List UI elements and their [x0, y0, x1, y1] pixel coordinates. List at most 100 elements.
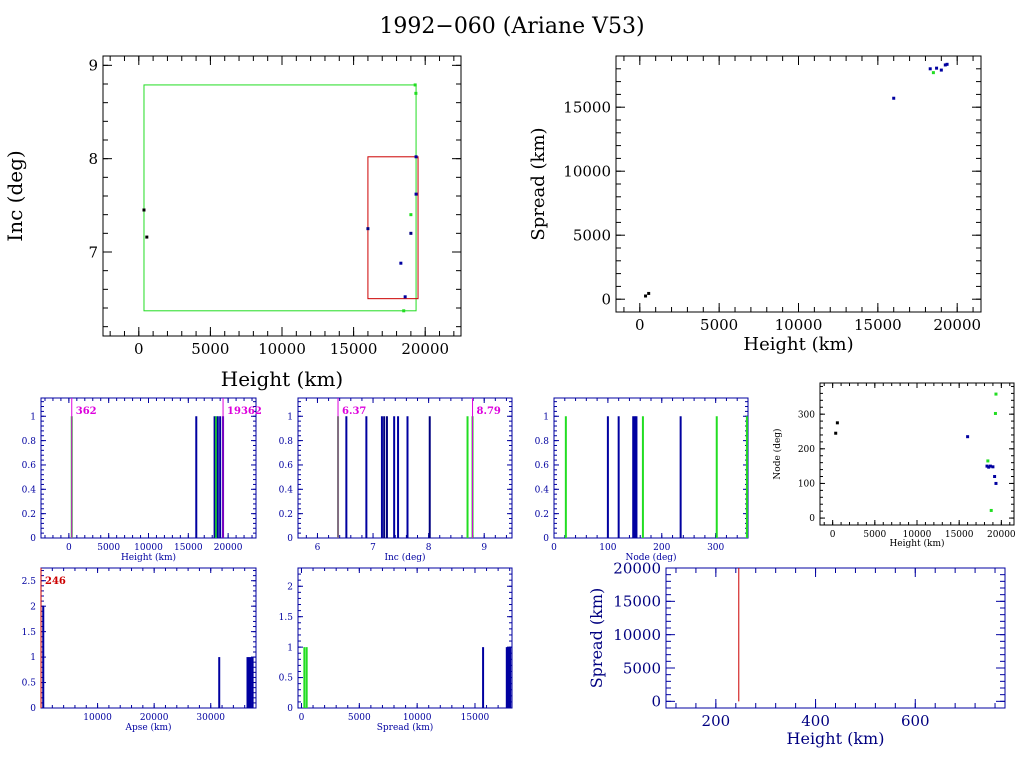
marker-label: 246 — [45, 576, 66, 587]
y-tick-label: 0 — [601, 290, 611, 308]
y-tick-label: 100 — [798, 480, 815, 490]
data-point — [644, 294, 648, 298]
data-point — [966, 435, 970, 439]
x-tick-label: 10000 — [83, 713, 112, 723]
chart-node-hist: 0 100 200 300 0 0.2 0.4 0.6 0.8 1 Node (deg) — [535, 397, 749, 563]
x-axis-label: Inc (deg) — [384, 552, 425, 563]
x-tick-label: 0 — [299, 713, 305, 723]
data-point — [647, 291, 651, 295]
data-point — [945, 62, 949, 66]
chart-spread-hist: 0 5000 10000 15000 0 0.5 1 1.5 2 Spread (km) — [279, 567, 513, 733]
chart-node-vs-height: 0 5000 10000 15000 20000 0 100 200 300 Height (km… — [772, 382, 1016, 549]
marker-label: 362 — [76, 406, 97, 417]
x-tick-label: 15000 — [330, 340, 378, 358]
x-tick-label: 100 — [599, 543, 616, 553]
x-tick-label: 0 — [551, 543, 557, 553]
x-tick-label: 20000 — [140, 713, 169, 723]
y-tick-label: 0.2 — [279, 510, 293, 520]
y-tick-label: 0.4 — [535, 485, 550, 495]
data-point — [993, 411, 997, 415]
x-tick-label: 300 — [707, 543, 724, 553]
data-point — [409, 213, 413, 217]
y-tick-label: 10000 — [563, 162, 611, 180]
x-tick-label: 10000 — [903, 530, 932, 540]
y-tick-label: 1 — [30, 412, 36, 422]
x-axis-label: Height (km) — [121, 552, 176, 563]
x-axis-label: Height (km) — [743, 334, 853, 355]
data-point — [939, 68, 943, 72]
x-tick-label: 20000 — [933, 316, 981, 334]
data-point — [892, 96, 896, 100]
x-tick-label: 5000 — [863, 530, 886, 540]
y-tick-label: 8 — [88, 150, 98, 168]
x-tick-label: 5000 — [191, 340, 229, 358]
data-point — [986, 459, 990, 463]
y-tick-label: 2.5 — [22, 577, 37, 587]
chart-inc-vs-height: 0 5000 10000 15000 20000 7 8 9 Height (km) Inc (d… — [3, 55, 462, 391]
y-tick-label: 0.4 — [279, 485, 294, 495]
data-point — [399, 261, 403, 265]
x-tick-label: 5000 — [700, 316, 738, 334]
x-tick-label: 6 — [315, 543, 321, 553]
data-point — [414, 155, 418, 159]
plot-frame — [553, 397, 749, 539]
data-point — [985, 464, 989, 468]
x-tick-label: 15000 — [945, 530, 974, 540]
x-tick-label: 5000 — [97, 543, 120, 553]
range-box-green — [143, 84, 417, 312]
y-tick-label: 0 — [651, 693, 661, 711]
chart-inc-hist: 6 7 8 9 0 0.2 0.4 0.6 0.8 1 Inc (deg) 6.37 8.79 — [279, 397, 513, 563]
x-axis-label: Spread (km) — [377, 722, 434, 733]
y-tick-label: 0 — [30, 704, 36, 714]
y-tick-label: 0.6 — [279, 461, 294, 471]
data-point — [931, 71, 935, 75]
y-tick-label: 1 — [287, 643, 293, 653]
y-tick-label: 9 — [88, 57, 98, 75]
x-tick-label: 20000 — [401, 340, 449, 358]
y-axis-label: Spread (km) — [528, 127, 549, 240]
y-tick-label: 5000 — [623, 659, 661, 677]
data-point — [402, 309, 406, 313]
data-point — [928, 67, 932, 71]
data-point — [989, 508, 993, 512]
chart-spread-vs-height: 0 5000 10000 15000 20000050001000015000Heigh… — [528, 55, 982, 355]
plot-frame — [102, 55, 462, 337]
y-tick-label: 20000 — [613, 559, 661, 577]
x-tick-label: 400 — [801, 712, 830, 730]
data-point — [987, 465, 991, 469]
y-tick-label: 0 — [30, 534, 36, 544]
data-point — [835, 421, 839, 425]
plot-frame — [40, 567, 257, 709]
data-point — [413, 83, 417, 87]
y-tick-label: 2 — [30, 602, 36, 612]
marker-label: 6.37 — [342, 406, 366, 417]
x-axis-label: Height (km) — [889, 538, 944, 549]
y-tick-label: 0.8 — [535, 437, 550, 447]
x-tick-label: 10000 — [258, 340, 306, 358]
y-tick-label: 15000 — [563, 98, 611, 116]
x-tick-label: 15000 — [174, 543, 203, 553]
x-tick-label: 15000 — [461, 713, 490, 723]
y-tick-label: 1 — [30, 653, 36, 663]
y-tick-label: 0.5 — [279, 674, 294, 684]
x-tick-label: 9 — [481, 543, 487, 553]
x-tick-label: 0 — [635, 316, 645, 334]
y-axis-label: Inc (deg) — [3, 150, 27, 241]
y-axis-label: Spread (km) — [587, 588, 606, 689]
x-tick-label: 200 — [702, 712, 731, 730]
plot-frame — [819, 382, 1015, 526]
marker-label: 8.79 — [477, 406, 501, 417]
data-point — [834, 431, 838, 435]
plot-frame — [665, 567, 1006, 709]
data-point — [991, 465, 995, 469]
x-tick-label: 0 — [134, 340, 144, 358]
x-tick-label: 10000 — [134, 543, 163, 553]
data-point — [943, 63, 947, 67]
data-point — [994, 392, 998, 396]
y-tick-label: 0.8 — [22, 437, 37, 447]
y-tick-label: 0 — [287, 534, 293, 544]
x-tick-label: 10000 — [775, 316, 823, 334]
data-point — [403, 295, 407, 299]
data-point — [414, 192, 418, 196]
